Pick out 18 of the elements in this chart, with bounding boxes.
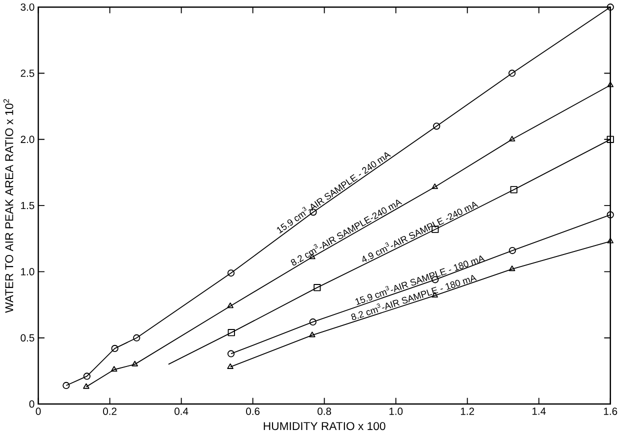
x-tick-label: 0.8	[318, 408, 332, 416]
y-axis-title: WATER TO AIR PEAK AREA RATIO x 10$^{2}$	[3, 99, 14, 314]
x-tick-label: 1.0	[389, 408, 403, 416]
y-tick-label: 3.0	[20, 4, 34, 11]
x-tick-label: 0	[36, 408, 41, 416]
x-tick-label: 1.4	[532, 408, 546, 415]
x-tick-label: 0.2	[103, 408, 116, 416]
y-tick-label: 0	[29, 400, 34, 408]
x-tick-label: 0.6	[246, 408, 260, 416]
x-tick-label: 1.2	[460, 408, 474, 416]
x-tick-label: 1.6	[604, 408, 618, 416]
y-tick-label: 2.5	[20, 70, 34, 78]
x-tick-label: 0.4	[174, 408, 188, 416]
y-tick-label: 1.5	[21, 202, 34, 210]
x-axis-title: HUMIDITY RATIO x 100	[264, 422, 386, 430]
y-tick-label: 2.0	[20, 136, 34, 144]
y-tick-label: 0.5	[20, 334, 34, 342]
y-tick-label: 1.0	[21, 268, 34, 276]
